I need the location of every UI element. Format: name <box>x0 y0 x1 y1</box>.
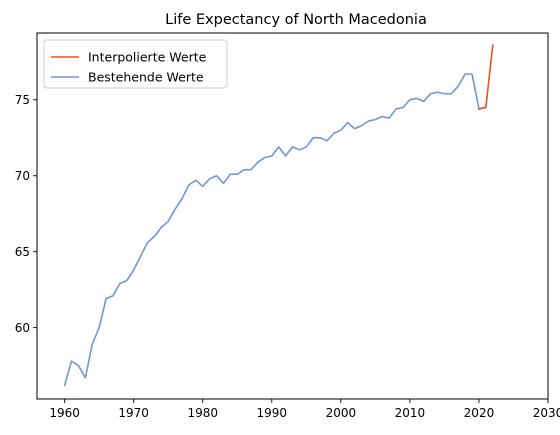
y-tick-label: 60 <box>15 321 30 335</box>
x-tick-label: 1980 <box>187 406 218 420</box>
x-axis: 1960 1970 1980 1990 2000 2010 2020 2030 <box>49 399 560 420</box>
y-tick-label: 75 <box>15 93 30 107</box>
legend-label-1: Bestehende Werte <box>88 70 204 85</box>
y-tick-label: 70 <box>15 169 30 183</box>
x-tick-label: 1970 <box>118 406 149 420</box>
series-line-0 <box>477 44 494 110</box>
x-tick-label: 2020 <box>464 406 495 420</box>
series-line-1 <box>63 73 487 387</box>
x-tick-label: 1960 <box>49 406 80 420</box>
y-tick-label: 65 <box>15 245 30 259</box>
legend-box <box>43 39 228 89</box>
x-tick-label: 2030 <box>533 406 560 420</box>
chart-title: Life Expectancy of North Macedonia <box>165 12 427 28</box>
x-tick-label: 1990 <box>257 406 288 420</box>
legend: Interpolierte Werte Bestehende Werte <box>43 39 228 89</box>
y-axis: 60 65 70 75 <box>15 93 37 335</box>
x-tick-label: 2000 <box>326 406 357 420</box>
plot-series <box>63 44 494 387</box>
x-tick-label: 2010 <box>395 406 426 420</box>
legend-label-0: Interpolierte Werte <box>88 50 207 65</box>
plot-frame <box>36 32 549 400</box>
